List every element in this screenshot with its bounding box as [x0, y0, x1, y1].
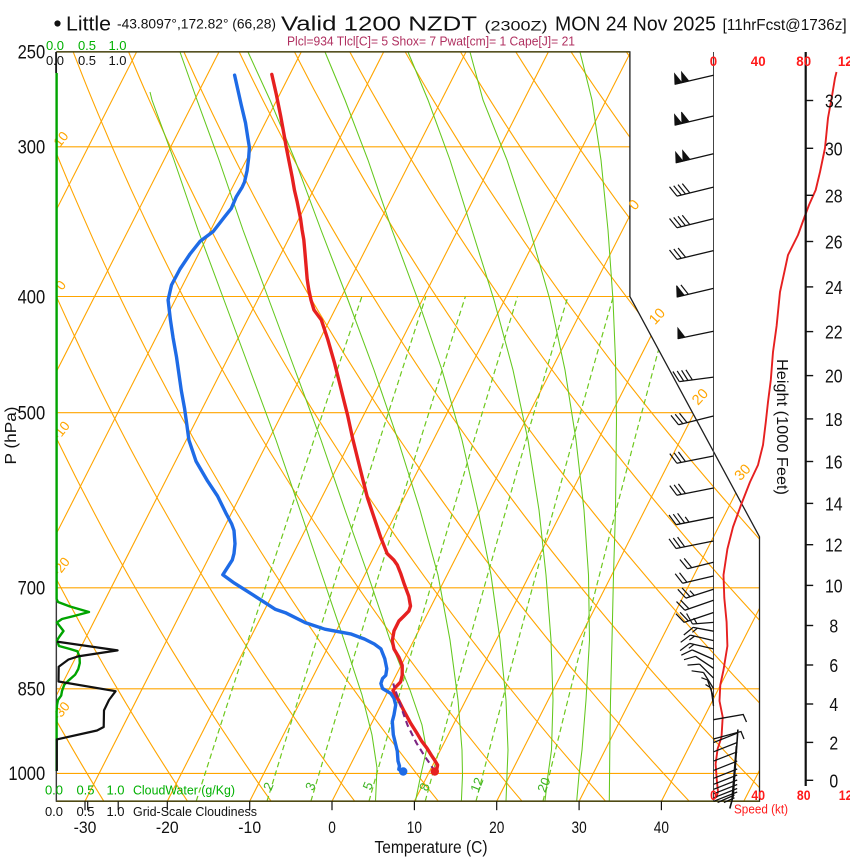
svg-text:(2300Z): (2300Z) — [485, 18, 548, 34]
svg-text:700: 700 — [18, 579, 46, 600]
svg-text:P (hPa): P (hPa) — [3, 407, 20, 465]
svg-text:0.5: 0.5 — [78, 38, 96, 53]
svg-text:30: 30 — [572, 819, 587, 837]
svg-text:20: 20 — [825, 366, 843, 387]
svg-text:Little: Little — [66, 14, 111, 36]
svg-text:26: 26 — [825, 232, 843, 253]
svg-text:0.0: 0.0 — [46, 38, 64, 53]
svg-text:20: 20 — [489, 819, 504, 837]
svg-text:0: 0 — [829, 770, 838, 791]
svg-text:Height (1000 Feet): Height (1000 Feet) — [773, 359, 790, 495]
svg-text:0.0: 0.0 — [46, 53, 64, 68]
svg-text:MON 24 Nov 2025: MON 24 Nov 2025 — [555, 14, 716, 36]
svg-text:10: 10 — [825, 575, 843, 596]
svg-text:16: 16 — [825, 452, 843, 473]
svg-text:0.0: 0.0 — [45, 804, 63, 819]
svg-text:0.5: 0.5 — [76, 804, 94, 819]
svg-text:-43.8097°,172.82° (66,28): -43.8097°,172.82° (66,28) — [117, 17, 276, 32]
svg-text:40: 40 — [751, 787, 765, 803]
svg-text:0.5: 0.5 — [76, 783, 94, 798]
svg-text:Valid 1200 NZDT: Valid 1200 NZDT — [281, 14, 477, 36]
svg-text:8: 8 — [829, 616, 838, 637]
svg-text:22: 22 — [825, 322, 843, 343]
svg-text:120: 120 — [838, 54, 850, 69]
svg-text:Grid-Scale Cloudiness: Grid-Scale Cloudiness — [133, 804, 257, 819]
svg-text:Plcl=934 Tlcl[C]= 5 Shox= 7 Pw: Plcl=934 Tlcl[C]= 5 Shox= 7 Pwat[cm]= 1 … — [287, 34, 575, 49]
svg-text:10: 10 — [407, 819, 422, 837]
svg-text:1.0: 1.0 — [106, 783, 124, 798]
svg-text:250: 250 — [18, 43, 46, 64]
svg-text:12: 12 — [825, 535, 843, 556]
svg-text:1.0: 1.0 — [108, 53, 126, 68]
svg-text:28: 28 — [825, 185, 843, 206]
svg-text:-10: -10 — [238, 819, 261, 837]
svg-text:0: 0 — [328, 819, 336, 837]
svg-text:300: 300 — [18, 138, 46, 159]
svg-text:80: 80 — [797, 787, 811, 803]
svg-text:CloudWater (g/Kg): CloudWater (g/Kg) — [133, 783, 235, 798]
svg-text:400: 400 — [18, 287, 46, 308]
svg-text:Speed (kt): Speed (kt) — [734, 802, 788, 817]
svg-text:30: 30 — [825, 138, 843, 159]
svg-text:12: 12 — [467, 775, 486, 794]
svg-text:500: 500 — [18, 403, 46, 424]
svg-text:24: 24 — [825, 277, 843, 298]
svg-text:0: 0 — [710, 787, 717, 803]
svg-text:40: 40 — [654, 819, 669, 837]
svg-text:0: 0 — [710, 54, 717, 69]
svg-text:20: 20 — [534, 775, 553, 794]
svg-text:[11hrFcst@1736z]: [11hrFcst@1736z] — [723, 17, 847, 34]
svg-text:-20: -20 — [156, 819, 179, 837]
svg-text:-30: -30 — [74, 819, 97, 837]
svg-text:14: 14 — [825, 493, 843, 514]
svg-text:0.0: 0.0 — [45, 783, 63, 798]
svg-text:Temperature (C): Temperature (C) — [375, 837, 488, 857]
svg-text:1000: 1000 — [8, 764, 45, 785]
svg-text:6: 6 — [829, 655, 838, 676]
svg-text:32: 32 — [825, 91, 843, 112]
svg-text:4: 4 — [829, 694, 838, 715]
svg-text:850: 850 — [18, 680, 46, 701]
svg-text:40: 40 — [751, 54, 766, 69]
svg-text:120: 120 — [839, 787, 850, 803]
svg-text:2: 2 — [829, 732, 838, 753]
svg-text:80: 80 — [796, 54, 811, 69]
svg-text:1.0: 1.0 — [108, 38, 126, 53]
svg-text:18: 18 — [825, 409, 843, 430]
svg-text:0.5: 0.5 — [78, 53, 96, 68]
svg-text:1.0: 1.0 — [106, 804, 124, 819]
